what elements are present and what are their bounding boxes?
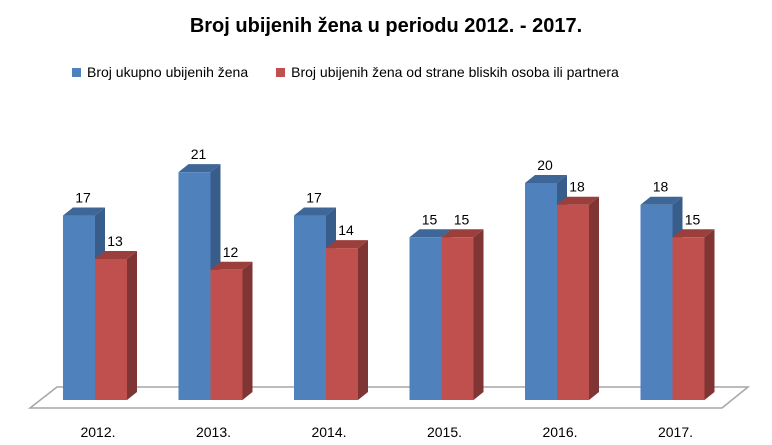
data-label: 15	[685, 211, 701, 227]
x-tick-label: 2015.	[427, 424, 462, 440]
data-label: 18	[569, 179, 585, 195]
data-label: 21	[191, 146, 207, 162]
data-label: 17	[75, 190, 91, 206]
legend-label-partner: Broj ubijenih žena od strane bliskih oso…	[291, 64, 619, 80]
bar-top	[178, 164, 221, 173]
bar	[640, 204, 673, 400]
data-label: 18	[653, 179, 669, 195]
bar-side	[358, 240, 368, 400]
bar	[178, 172, 211, 400]
legend-label-total: Broj ukupno ubijenih žena	[87, 64, 249, 80]
bar-side	[127, 250, 137, 400]
bar	[210, 269, 243, 400]
legend-swatch-partner	[276, 67, 286, 77]
bar-top	[557, 196, 599, 205]
x-tick-label: 2013.	[196, 424, 231, 440]
legend-swatch-total	[72, 67, 81, 77]
bar	[95, 258, 127, 400]
bar-top	[640, 196, 683, 205]
bar-top	[210, 261, 253, 270]
data-label: 12	[223, 244, 239, 260]
x-tick-label: 2016.	[542, 424, 577, 440]
legend: Broj ukupno ubijenih žena Broj ubijenih …	[72, 64, 619, 80]
bar-side	[704, 229, 715, 400]
bar-top	[326, 240, 368, 249]
bar	[294, 215, 326, 400]
data-label: 15	[422, 211, 438, 227]
bar-top	[525, 175, 567, 183]
bar	[441, 237, 474, 400]
chart-title: Broj ubijenih žena u periodu 2012. - 201…	[189, 15, 583, 37]
data-label: 17	[306, 190, 322, 206]
data-label: 15	[454, 211, 470, 227]
bar-top	[409, 229, 452, 238]
data-label: 13	[107, 233, 123, 249]
floor	[27, 386, 751, 409]
bar-side	[589, 196, 599, 400]
data-label: 14	[338, 222, 354, 238]
x-tick-label: 2014.	[311, 424, 346, 440]
bar	[326, 248, 358, 400]
x-tick-label: 2017.	[658, 424, 693, 440]
bar-top	[672, 229, 715, 238]
x-tick-label: 2012.	[80, 424, 115, 440]
bar-top	[63, 207, 105, 216]
bar	[672, 237, 705, 400]
bar-top	[441, 229, 484, 238]
bar	[525, 183, 557, 400]
legend-item-partner: Broj ubijenih žena od strane bliskih oso…	[276, 64, 619, 80]
bar	[63, 215, 95, 400]
legend-item-total: Broj ukupno ubijenih žena	[72, 64, 248, 80]
bar-side	[242, 261, 253, 400]
bar	[409, 237, 442, 400]
bar	[557, 204, 589, 400]
bar-top	[294, 207, 336, 216]
data-label: 20	[537, 157, 553, 173]
bar-side	[473, 229, 484, 400]
bar-top	[95, 250, 137, 259]
